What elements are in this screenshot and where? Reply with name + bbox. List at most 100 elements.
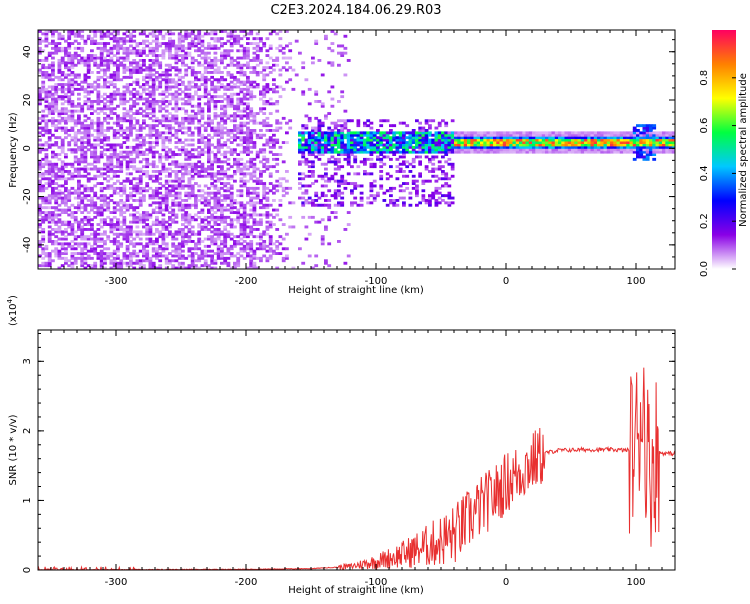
heatmap-cell: [213, 223, 218, 226]
heatmap-cell: [210, 66, 214, 70]
heatmap-cell: [112, 206, 117, 210]
heatmap-cell: [431, 148, 436, 152]
heatmap-cell: [285, 121, 289, 125]
heatmap-cell: [64, 61, 68, 65]
heatmap-cell: [411, 186, 416, 190]
heatmap-cell: [213, 61, 218, 65]
heatmap-cell: [138, 218, 143, 222]
heatmap-cell: [57, 220, 62, 224]
heatmap-cell: [285, 131, 289, 135]
heatmap-cell: [255, 223, 260, 226]
heatmap-cell: [415, 189, 419, 193]
heatmap-cell: [197, 104, 202, 108]
heatmap-cell: [51, 155, 55, 159]
heatmap-cell: [70, 56, 75, 60]
heatmap-cell: [64, 203, 68, 207]
heatmap-cell: [64, 261, 68, 265]
heatmap-cell: [151, 54, 156, 57]
heatmap-cell: [103, 63, 107, 67]
heatmap-cell: [236, 109, 241, 113]
heatmap-cell: [242, 145, 247, 149]
heatmap-cell: [116, 37, 120, 41]
heatmap-cell: [441, 199, 445, 202]
heatmap-cell: [229, 203, 234, 207]
heatmap-cell: [249, 114, 254, 118]
heatmap-cell: [109, 153, 114, 156]
heatmap-cell: [164, 201, 169, 205]
heatmap-cell: [285, 191, 289, 195]
heatmap-cell: [151, 104, 156, 108]
heatmap-cell: [246, 194, 250, 198]
heatmap-cell: [275, 170, 280, 173]
heatmap-cell: [54, 92, 59, 96]
heatmap-cell: [229, 92, 234, 96]
heatmap-cell: [207, 71, 211, 74]
heatmap-cell: [129, 34, 133, 38]
heatmap-cell: [226, 230, 231, 234]
heatmap-cell: [197, 102, 202, 106]
heatmap-cell: [148, 174, 153, 178]
heatmap-cell: [190, 80, 195, 84]
heatmap-cell: [161, 42, 166, 45]
heatmap-cell: [402, 203, 406, 207]
heatmap-cell: [70, 30, 75, 33]
heatmap-cell: [203, 92, 208, 96]
heatmap-cell: [129, 242, 133, 246]
heatmap-cell: [327, 218, 332, 222]
heatmap-cell: [155, 252, 159, 255]
heatmap-cell: [213, 126, 218, 130]
heatmap-cell: [229, 237, 234, 241]
heatmap-cell: [301, 177, 306, 181]
heatmap-cell: [80, 80, 85, 84]
heatmap-cell: [327, 129, 332, 132]
heatmap-cell: [119, 186, 124, 190]
heatmap-cell: [168, 85, 172, 89]
heatmap-cell: [86, 162, 91, 166]
heatmap-cell: [148, 129, 153, 132]
heatmap-cell: [220, 242, 224, 246]
heatmap-cell: [171, 184, 176, 188]
heatmap-cell: [57, 225, 62, 229]
heatmap-cell: [359, 184, 364, 188]
heatmap-cell: [379, 160, 384, 164]
heatmap-cell: [249, 186, 254, 190]
heatmap-cell: [155, 237, 159, 241]
heatmap-cell: [60, 141, 65, 144]
heatmap-cell: [148, 256, 153, 260]
heatmap-cell: [379, 165, 384, 169]
heatmap-cell: [174, 133, 179, 137]
heatmap-cell: [171, 126, 176, 130]
heatmap-cell: [216, 196, 221, 200]
heatmap-cell: [112, 174, 117, 178]
heatmap-cell: [431, 141, 436, 144]
heatmap-cell: [216, 100, 221, 103]
heatmap-cell: [187, 165, 192, 169]
heatmap-cell: [109, 167, 114, 171]
heatmap-cell: [67, 44, 72, 48]
heatmap-cell: [125, 145, 130, 149]
heatmap-cell: [41, 148, 46, 152]
heatmap-cell: [229, 254, 234, 258]
heatmap-cell: [119, 213, 124, 217]
heatmap-cell: [434, 150, 439, 154]
heatmap-cell: [233, 179, 237, 183]
heatmap-cell: [194, 218, 198, 222]
heatmap-cell: [356, 133, 361, 137]
heatmap-cell: [64, 249, 68, 253]
heatmap-cell: [83, 126, 88, 130]
heatmap-cell: [203, 218, 208, 222]
heatmap-cell: [330, 141, 335, 144]
heatmap-cell: [363, 121, 367, 125]
heatmap-cell: [142, 220, 146, 224]
heatmap-cell: [47, 259, 52, 263]
heatmap-cell: [249, 85, 254, 89]
heatmap-cell: [265, 100, 270, 103]
heatmap-cell: [434, 133, 439, 137]
heatmap-cell: [229, 32, 234, 36]
heatmap-cell: [99, 150, 104, 154]
heatmap-cell: [226, 71, 231, 74]
heatmap-cell: [255, 133, 260, 137]
heatmap-cell: [200, 208, 205, 212]
heatmap-cell: [83, 56, 88, 60]
